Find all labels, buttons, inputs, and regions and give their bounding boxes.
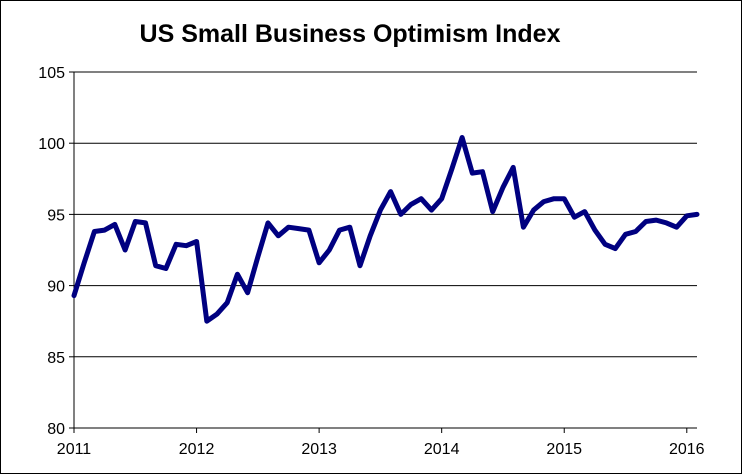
y-tick-label-90: 90 [47, 279, 65, 296]
y-tick-label-105: 105 [38, 65, 65, 82]
x-tick-label-2016: 2016 [669, 441, 705, 458]
series-line-0 [71, 135, 700, 324]
x-tick-label-2013: 2013 [301, 441, 337, 458]
x-tick-label-2012: 2012 [179, 441, 215, 458]
x-tick-label-2014: 2014 [424, 441, 460, 458]
y-tick-label-80: 80 [47, 421, 65, 438]
y-tick-label-85: 85 [47, 350, 65, 367]
x-tick-label-2015: 2015 [546, 441, 582, 458]
y-tick-label-100: 100 [38, 136, 65, 153]
y-tick-label-95: 95 [47, 207, 65, 224]
x-tick-label-2011: 2011 [57, 441, 92, 458]
chart-title: US Small Business Optimism Index [139, 20, 561, 48]
